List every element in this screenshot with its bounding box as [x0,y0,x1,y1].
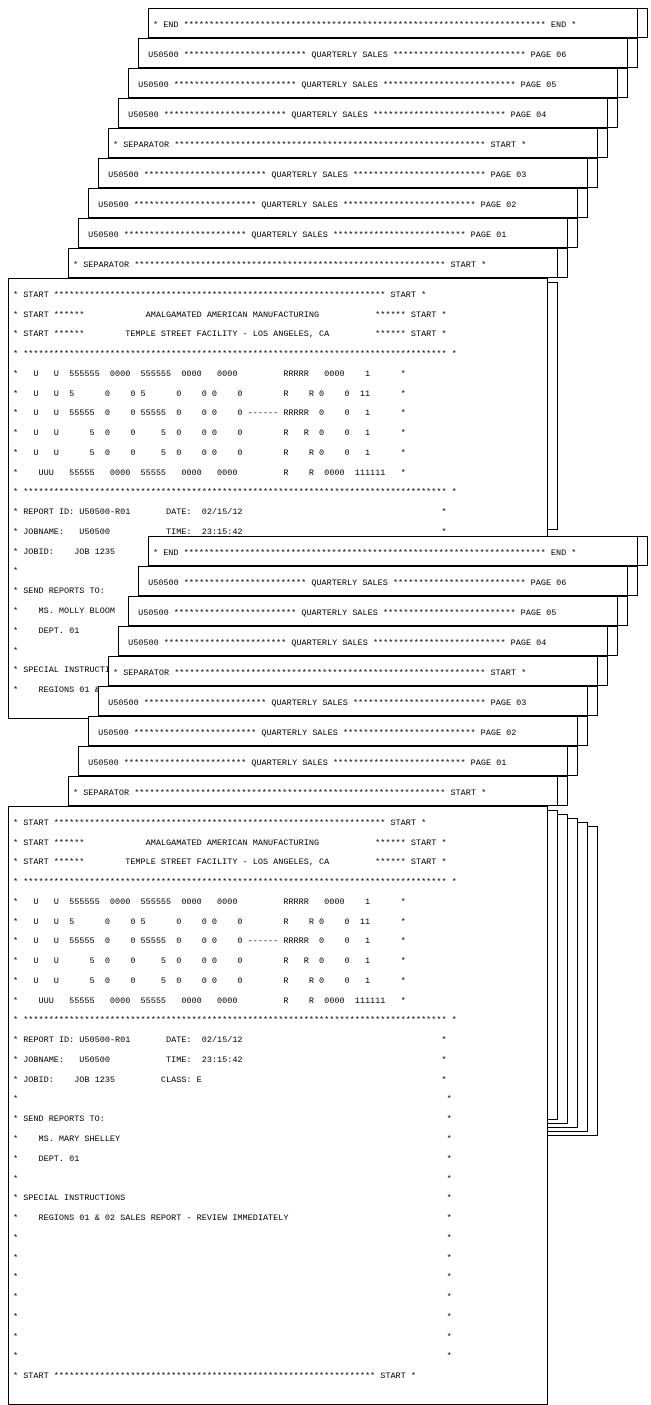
p02: U50500 ************************ QUARTERL… [88,188,578,218]
p02-2: U50500 ************************ QUARTERL… [88,716,578,746]
p03-2: U50500 ************************ QUARTERL… [98,686,588,716]
p01: U50500 ************************ QUARTERL… [78,218,568,248]
b09: * U U 5 0 0 5 0 0 0 0 R R 0 0 1 * [13,449,543,459]
end-l1: * END **********************************… [153,21,633,31]
p04-2: U50500 ************************ QUARTERL… [118,626,608,656]
bb29: * START ********************************… [13,1372,543,1382]
bb08: * U U 5 0 0 5 0 0 0 0 R R 0 0 1 * [13,957,543,967]
sep2-1-l1: * SEPARATOR ****************************… [113,669,593,679]
bb28: * * [13,1352,543,1362]
p01-2-l1: U50500 ************************ QUARTERL… [83,759,563,769]
end2-l1: * END **********************************… [153,549,633,559]
sep2-l1: * SEPARATOR ****************************… [73,261,553,271]
bb27: * * [13,1333,543,1343]
bb03: * START ****** TEMPLE STREET FACILITY - … [13,858,543,868]
p04-2-l1: U50500 ************************ QUARTERL… [123,639,603,649]
p05-2: U50500 ************************ QUARTERL… [128,596,618,626]
separator-2: * SEPARATOR ****************************… [68,248,558,278]
separator-2-2: * SEPARATOR ****************************… [68,776,558,806]
p01-2: U50500 ************************ QUARTERL… [78,746,568,776]
p02-2-l1: U50500 ************************ QUARTERL… [93,729,573,739]
sep-l1: * SEPARATOR ****************************… [113,141,593,151]
p03: U50500 ************************ QUARTERL… [98,158,588,188]
bb12: * REPORT ID: U50500-R01 DATE: 02/15/12 * [13,1036,543,1046]
bb04: * **************************************… [13,878,543,888]
bb01: * START ********************************… [13,819,543,829]
b05: * U U 555555 0000 555555 0000 0000 RRRRR… [13,370,543,380]
p01-l1: U50500 ************************ QUARTERL… [83,231,563,241]
bb23: * * [13,1254,543,1264]
b01: * START ********************************… [13,291,543,301]
bb09: * U U 5 0 0 5 0 0 0 0 R R 0 0 1 * [13,977,543,987]
bb22: * * [13,1234,543,1244]
bb18: * DEPT. 01 * [13,1155,543,1165]
b08: * U U 5 0 0 5 0 0 0 0 R R 0 0 1 * [13,429,543,439]
p05-l1: U50500 ************************ QUARTERL… [133,81,613,91]
separator-1: * SEPARATOR ****************************… [108,128,598,158]
p03-2-l1: U50500 ************************ QUARTERL… [103,699,583,709]
bb06: * U U 5 0 0 5 0 0 0 0 R R 0 0 11 * [13,918,543,928]
bb07: * U U 55555 0 0 55555 0 0 0 0 ------ RRR… [13,937,543,947]
bb15: * * [13,1095,543,1105]
bb19: * * [13,1175,543,1185]
p06-l1: U50500 ************************ QUARTERL… [143,51,623,61]
bb10: * UUU 55555 0000 55555 0000 0000 R R 000… [13,997,543,1007]
b02: * START ****** AMALGAMATED AMERICAN MANU… [13,311,543,321]
banner-page-2: * START ********************************… [8,806,548,1405]
report-stack-1: * END **********************************… [8,8,643,486]
bb24: * * [13,1273,543,1283]
bb21: * REGIONS 01 & 02 SALES REPORT - REVIEW … [13,1214,543,1224]
b10: * UUU 55555 0000 55555 0000 0000 R R 000… [13,469,543,479]
p04: U50500 ************************ QUARTERL… [118,98,608,128]
b04: * **************************************… [13,350,543,360]
bb20: * SPECIAL INSTRUCTIONS * [13,1194,543,1204]
end-page-2: * END **********************************… [148,536,638,566]
end-page-front: * END **********************************… [148,8,638,38]
p06-2-l1: U50500 ************************ QUARTERL… [143,579,623,589]
bb02: * START ****** AMALGAMATED AMERICAN MANU… [13,839,543,849]
bb13: * JOBNAME: U50500 TIME: 23:15:42 * [13,1056,543,1066]
separator-2-1: * SEPARATOR ****************************… [108,656,598,686]
p06-2: U50500 ************************ QUARTERL… [138,566,628,596]
sep2-2-l1: * SEPARATOR ****************************… [73,789,553,799]
bb11: * **************************************… [13,1016,543,1026]
bb26: * * [13,1313,543,1323]
bb25: * * [13,1293,543,1303]
b06: * U U 5 0 0 5 0 0 0 0 R R 0 0 11 * [13,390,543,400]
bb14: * JOBID: JOB 1235 CLASS: E * [13,1076,543,1086]
b12: * REPORT ID: U50500-R01 DATE: 02/15/12 * [13,508,543,518]
bb05: * U U 555555 0000 555555 0000 0000 RRRRR… [13,898,543,908]
bb16: * SEND REPORTS TO: * [13,1115,543,1125]
p06: U50500 ************************ QUARTERL… [138,38,628,68]
p03-l1: U50500 ************************ QUARTERL… [103,171,583,181]
bb17: * MS. MARY SHELLEY * [13,1135,543,1145]
p04-l1: U50500 ************************ QUARTERL… [123,111,603,121]
b03: * START ****** TEMPLE STREET FACILITY - … [13,330,543,340]
p02-l1: U50500 ************************ QUARTERL… [93,201,573,211]
b07: * U U 55555 0 0 55555 0 0 0 0 ------ RRR… [13,409,543,419]
p05-2-l1: U50500 ************************ QUARTERL… [133,609,613,619]
b11: * **************************************… [13,488,543,498]
p05: U50500 ************************ QUARTERL… [128,68,618,98]
